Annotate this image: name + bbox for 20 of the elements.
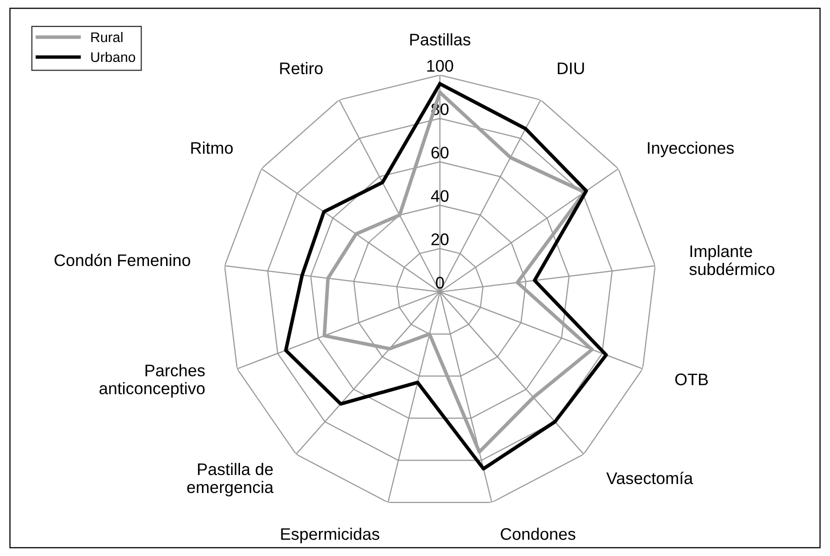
spoke-label: Inyecciones: [648, 142, 734, 158]
spoke-label: Condones: [500, 528, 576, 540]
spoke-label: Ritmo: [191, 142, 233, 154]
spoke-label: Condón Femenino: [54, 254, 190, 266]
y-tick-label: 100: [427, 60, 454, 72]
y-tick-label: 60: [431, 146, 449, 158]
spoke-label: Vasectomía: [606, 472, 694, 484]
legend-label: Rural: [91, 32, 122, 42]
spoke-label: Implante subdérmico: [689, 244, 774, 276]
y-tick-label: 20: [431, 233, 449, 246]
spoke-label: Pastillas: [410, 33, 470, 46]
spoke-label: DIU: [558, 62, 584, 74]
legend-label: Urbano: [91, 52, 136, 62]
spoke-label: Parches anticonceptivo: [100, 364, 205, 398]
y-tick-label: 0: [436, 276, 444, 289]
spoke-label: OTB: [675, 374, 708, 386]
spoke-label: Espermicidas: [281, 528, 380, 544]
spoke-label: Pastilla de emergencia: [187, 462, 274, 496]
spoke-label: Retiro: [280, 62, 323, 74]
y-tick-label: 40: [431, 190, 449, 202]
